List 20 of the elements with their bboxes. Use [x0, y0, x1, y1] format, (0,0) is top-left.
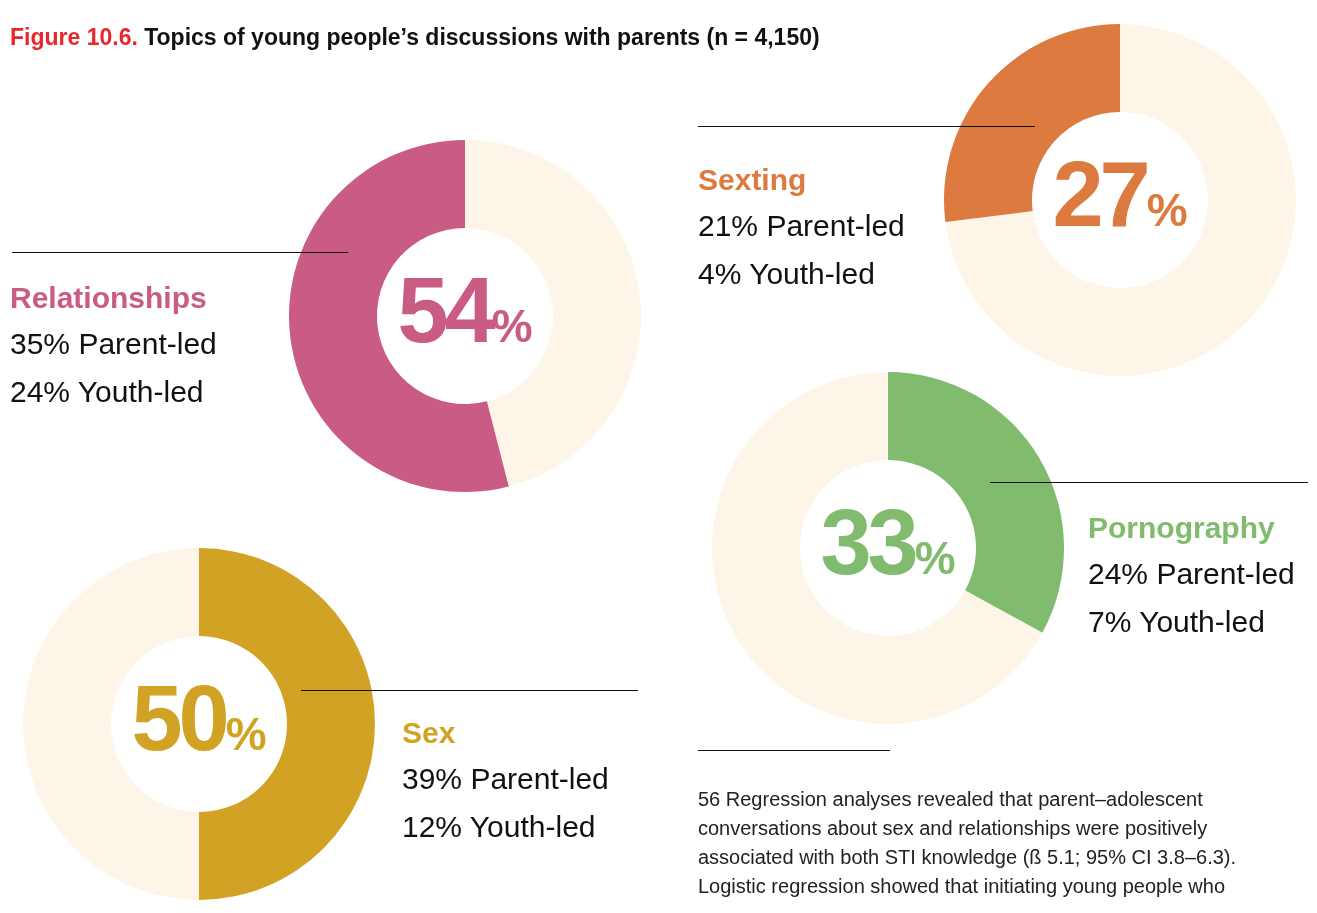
- data-label: 54%: [397, 259, 533, 361]
- data-label: 33%: [820, 491, 956, 593]
- text: 56 Regression analyses revealed that parent–adolescent conversations about sex and relationships were positively associated with both STI knowledge (ß 5.1; 95% CI 3.8–6.3). Logistic regression showed that initiating young people who: [698, 787, 1238, 899]
- text: 21% Parent-led: [698, 208, 905, 244]
- text: 24% Parent-led: [1088, 556, 1295, 592]
- text: 4% Youth-led: [698, 256, 876, 292]
- slice-label: Pornography: [1088, 510, 1276, 546]
- text: 12% Youth-led: [402, 809, 597, 845]
- text: 7% Youth-led: [1088, 604, 1266, 640]
- text: 24% Youth-led: [10, 374, 205, 410]
- text: 39% Parent-led: [402, 761, 609, 797]
- donut-slice: [945, 24, 1296, 376]
- text: 35% Parent-led: [10, 326, 217, 362]
- chart-title: Figure 10.6. Topics of young people’s discussions with parents (n = 4,150): [10, 24, 820, 51]
- data-label: 27%: [1052, 143, 1188, 245]
- slice-label: Sexting: [698, 162, 808, 198]
- data-label: 50%: [131, 667, 267, 769]
- donut-slice: [712, 372, 1043, 724]
- slice-label: Sex: [402, 715, 457, 751]
- slice-label: Relationships: [10, 280, 208, 316]
